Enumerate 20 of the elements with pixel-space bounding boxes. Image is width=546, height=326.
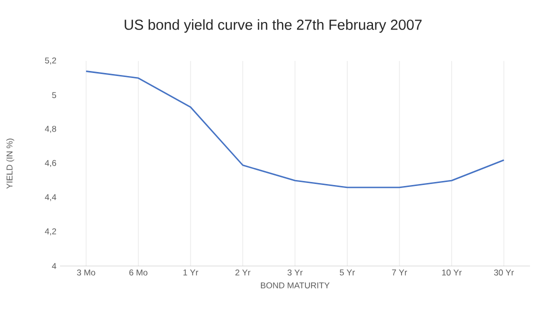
x-tick-label: 1 Yr: [183, 270, 198, 276]
chart-title: US bond yield curve in the 27th February 2007: [124, 19, 422, 33]
x-tick-label: 7 Yr: [392, 270, 408, 276]
y-tick-label: 4,2: [44, 228, 56, 236]
x-tick-label: 2 Yr: [235, 270, 250, 276]
line-series: [85, 70, 505, 188]
y-tick-label: 5,2: [45, 58, 56, 64]
x-tick-label: 3 Yr: [288, 270, 303, 276]
y-tick-label: 5: [52, 92, 56, 98]
x-tick-label: 10 Yr: [442, 270, 462, 276]
x-axis-title: BOND MATURITY: [260, 282, 330, 288]
y-axis-title: YIELD (IN %): [6, 138, 14, 189]
x-tick-label: 3 Mo: [77, 270, 96, 276]
y-tick-label: 4,6: [44, 160, 56, 167]
y-tick-label: 4,8: [44, 126, 56, 133]
y-tick-label: 4,4: [44, 194, 56, 202]
y-tick-label: 4: [52, 263, 56, 269]
x-tick-label: 6 Mo: [129, 270, 148, 276]
x-tick-label: 30 Yr: [494, 270, 514, 276]
x-tick-label: 5 Yr: [340, 270, 355, 276]
